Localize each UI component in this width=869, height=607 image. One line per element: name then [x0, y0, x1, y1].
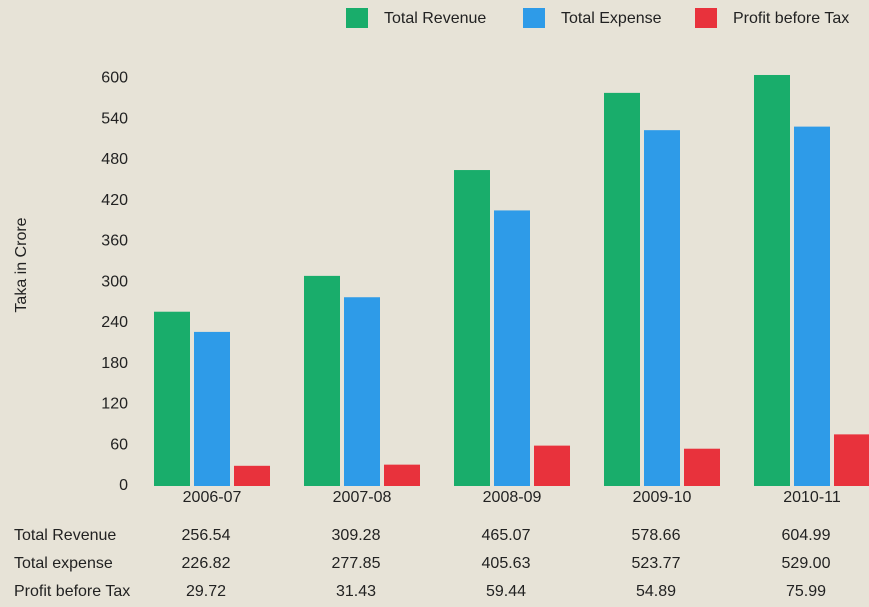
y-axis-label: Taka in Crore — [13, 217, 30, 312]
y-tick-label: 60 — [110, 436, 128, 453]
bar — [644, 130, 680, 486]
y-tick-label: 120 — [101, 396, 128, 413]
bar — [604, 92, 640, 486]
x-tick-label: 2008-09 — [483, 489, 542, 506]
bar — [534, 445, 570, 486]
legend-label: Profit before Tax — [733, 10, 849, 27]
bar — [344, 297, 380, 486]
table-value: 75.99 — [786, 583, 826, 600]
table-value: 529.00 — [782, 555, 831, 572]
table-value: 309.28 — [332, 527, 381, 544]
bar — [754, 74, 790, 487]
legend-swatch — [523, 8, 545, 28]
table-value: 405.63 — [482, 555, 531, 572]
bar — [194, 331, 230, 486]
table-value: 59.44 — [486, 583, 526, 600]
legend-label: Total Revenue — [384, 10, 486, 27]
x-tick-label: 2006-07 — [183, 489, 242, 506]
table-value: 578.66 — [632, 527, 681, 544]
bar — [304, 275, 340, 486]
bar — [494, 210, 530, 486]
table-value: 465.07 — [482, 527, 531, 544]
y-tick-label: 180 — [101, 355, 128, 372]
bar — [234, 465, 270, 486]
legend-swatch — [346, 8, 368, 28]
y-tick-label: 600 — [101, 70, 128, 87]
table-value: 523.77 — [632, 555, 681, 572]
table-value: 29.72 — [186, 583, 226, 600]
legend-swatch — [695, 8, 717, 28]
y-tick-label: 480 — [101, 151, 128, 168]
table-row-label: Total expense — [14, 555, 113, 572]
table-value: 277.85 — [332, 555, 381, 572]
x-tick-label: 2007-08 — [333, 489, 392, 506]
legend-label: Total Expense — [561, 10, 662, 27]
table-value: 604.99 — [782, 527, 831, 544]
bar — [834, 434, 869, 486]
bar — [454, 170, 490, 487]
x-tick-label: 2009-10 — [633, 489, 692, 506]
bar — [684, 448, 720, 486]
table-row-label: Total Revenue — [14, 527, 116, 544]
bar — [154, 311, 190, 486]
y-tick-label: 240 — [101, 314, 128, 331]
x-tick-label: 2010-11 — [783, 489, 841, 506]
table-value: 31.43 — [336, 583, 376, 600]
y-tick-label: 540 — [101, 110, 128, 127]
bar — [384, 464, 420, 486]
bar — [794, 126, 830, 486]
table-row-label: Profit before Tax — [14, 583, 130, 600]
table-value: 54.89 — [636, 583, 676, 600]
y-tick-label: 300 — [101, 273, 128, 290]
y-tick-label: 0 — [119, 477, 128, 494]
table-value: 256.54 — [182, 527, 231, 544]
y-tick-label: 420 — [101, 192, 128, 209]
y-tick-label: 360 — [101, 233, 128, 250]
table-value: 226.82 — [182, 555, 231, 572]
